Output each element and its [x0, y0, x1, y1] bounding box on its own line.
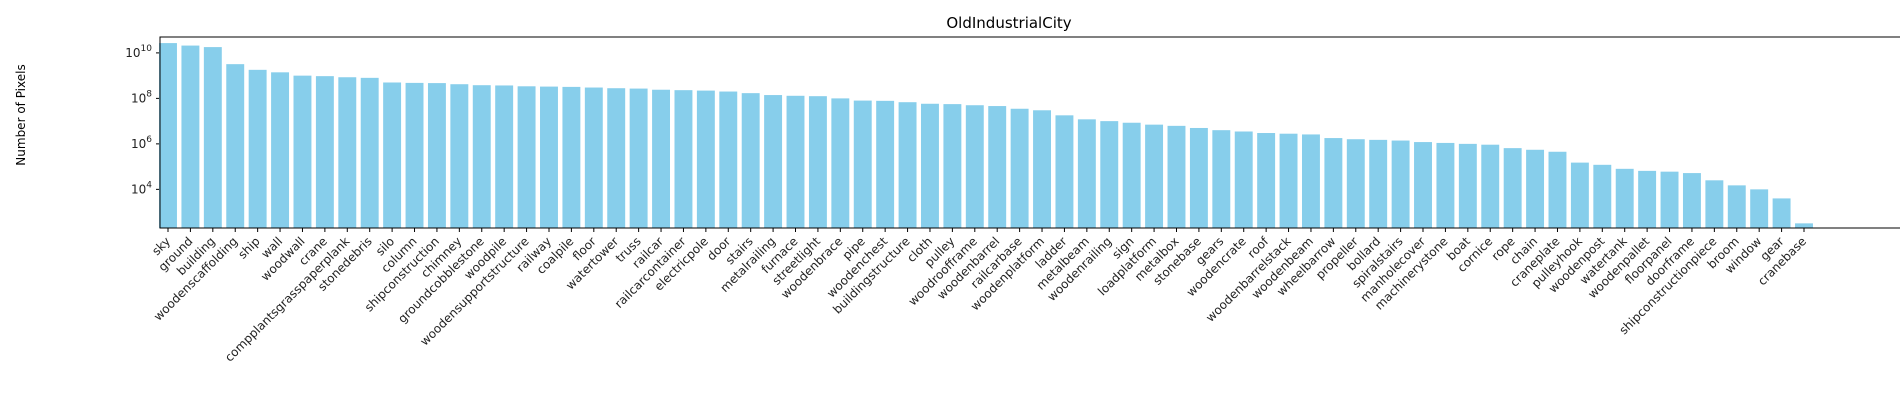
bar-floor — [584, 87, 603, 228]
bar-window — [1750, 189, 1769, 228]
bar-crane — [315, 76, 334, 229]
bar-railcar — [652, 89, 671, 228]
bar-watertower — [607, 88, 626, 228]
bar-loadplatform — [1145, 124, 1164, 228]
bar-rope — [1503, 148, 1522, 228]
bar-woodenscaffolding — [226, 64, 245, 228]
bar-woodenbeam — [1301, 134, 1320, 228]
bar-woodenpallet — [1638, 170, 1657, 228]
bar-stonebase — [1189, 127, 1208, 228]
bar-ladder — [1055, 115, 1074, 228]
bar-craneplate — [1548, 151, 1567, 228]
bar-groundcobblestone — [472, 85, 491, 228]
bar-woodenpost — [1593, 164, 1612, 228]
bar-chain — [1526, 149, 1545, 228]
bar-pulleyhook — [1570, 162, 1589, 228]
bar-propeller — [1346, 139, 1365, 228]
bar-gears — [1212, 130, 1231, 228]
bar-gear — [1772, 198, 1791, 228]
bar-woodenplatform — [1033, 110, 1051, 228]
bar-machinerystone — [1436, 142, 1455, 228]
bar-cranebase — [1795, 223, 1813, 228]
bar-electricpole — [696, 90, 715, 228]
chart-title: OldIndustrialCity — [946, 14, 1071, 32]
bar-railcarbase — [1010, 108, 1029, 228]
bar-cornice — [1481, 144, 1500, 228]
bar-truss — [629, 88, 648, 228]
bar-bollard — [1369, 139, 1388, 228]
bar-pulley — [943, 104, 962, 228]
bar-floorpanel — [1660, 171, 1679, 228]
bar-woodencrate — [1234, 131, 1253, 228]
bar-silo — [383, 82, 402, 229]
bar-building — [203, 47, 222, 229]
bar-railcarcontainer — [674, 90, 693, 228]
bar-compplantsgrasspaperplank — [338, 77, 357, 228]
bar-metalbeam — [1077, 119, 1096, 228]
bar-spiralstairs — [1391, 140, 1410, 228]
bar-shipconstruction — [427, 83, 446, 229]
bar-railway — [540, 86, 558, 228]
bar-woodensupportstructure — [517, 86, 536, 228]
bar-ground — [181, 45, 200, 228]
bar-pipe — [853, 100, 872, 228]
bar-metalbox — [1167, 125, 1186, 228]
bar-stonedebris — [360, 77, 379, 228]
bar-woodroofframe — [965, 105, 984, 228]
bar-wheelbarrow — [1324, 138, 1343, 228]
y-tick-label: 1010 — [125, 44, 152, 60]
bar-cloth — [921, 103, 939, 228]
bar-broom — [1727, 185, 1746, 228]
plot-frame — [159, 36, 1900, 229]
bar-ship — [248, 69, 267, 228]
bar-metalrailing — [764, 95, 783, 228]
bar-buildingstructure — [898, 102, 917, 228]
bar-stairs — [741, 93, 760, 228]
bar-chimney — [450, 84, 469, 229]
bar-roof — [1257, 133, 1276, 228]
bar-sign — [1122, 122, 1141, 228]
bar-door — [719, 91, 738, 228]
bar-woodenbarrel — [988, 106, 1007, 228]
bar-shipconstructionpiece — [1705, 180, 1724, 228]
bar-woodpile — [495, 85, 514, 229]
bar-streetlight — [808, 96, 827, 228]
y-axis-ticks: 104 106 108 1010 — [125, 44, 160, 196]
y-axis-label: Number of Pixels — [14, 64, 28, 165]
bar-furnace — [786, 95, 805, 228]
bar-sky — [159, 43, 177, 228]
bar-coalpile — [562, 86, 581, 228]
bar-column — [405, 82, 424, 228]
bar-woodwall — [293, 75, 312, 229]
bar-watertank — [1615, 168, 1634, 228]
bars — [159, 43, 1813, 229]
y-tick-label: 104 — [131, 180, 152, 196]
bar-woodenrailing — [1100, 121, 1119, 228]
bar-wall — [271, 72, 290, 229]
bar-manholecover — [1414, 142, 1432, 228]
y-tick-label: 108 — [131, 89, 152, 105]
y-tick-label: 106 — [131, 135, 152, 151]
bar-boat — [1458, 143, 1477, 228]
x-axis-ticks: skygroundbuildingwoodenscaffoldingshipwa… — [149, 228, 1809, 365]
bar-woodenbarrelstack — [1279, 133, 1298, 228]
bar-doorframe — [1682, 173, 1701, 228]
bar-woodenbrace — [831, 98, 850, 228]
bar-woodenchest — [876, 100, 895, 228]
x-tick-label: ship — [235, 234, 262, 261]
